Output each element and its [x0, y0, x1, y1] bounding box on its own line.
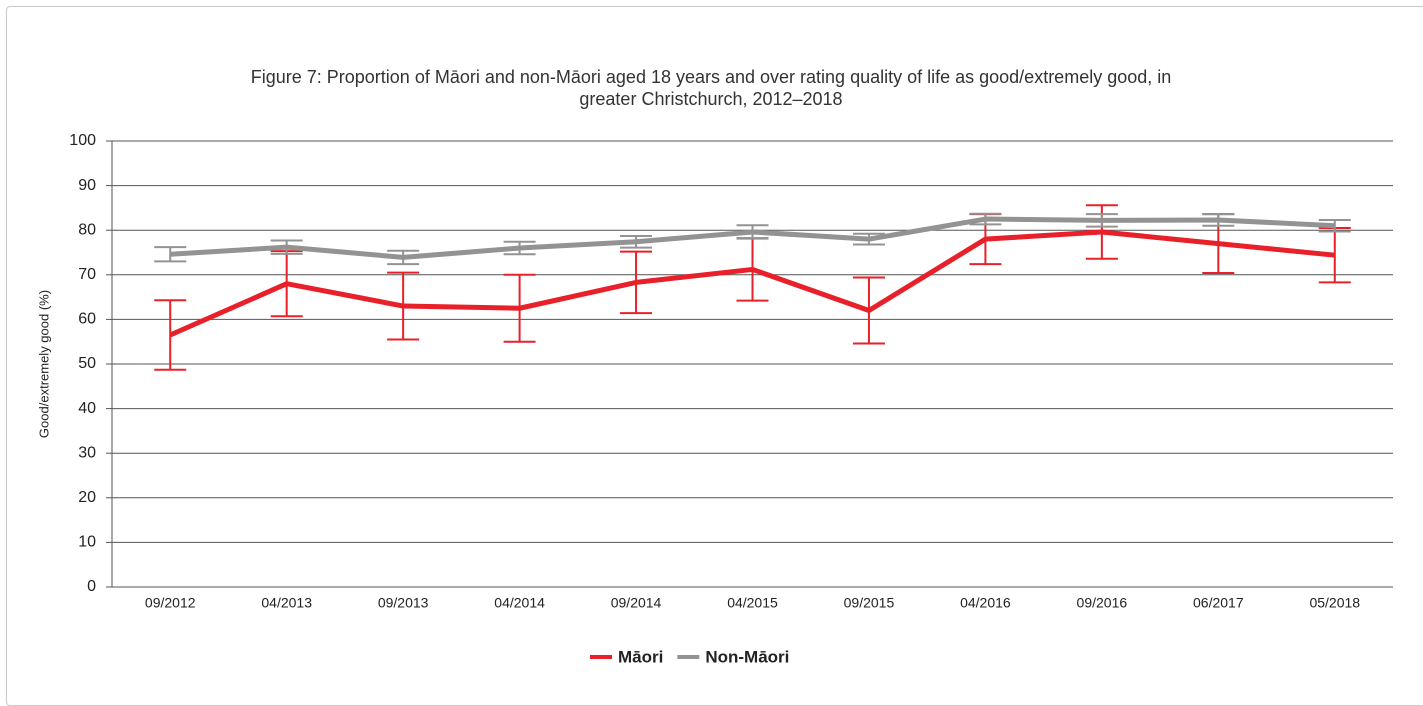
y-tick-label: 80	[78, 221, 96, 238]
y-tick-label: 90	[78, 177, 96, 194]
x-tick-label: 09/2016	[1077, 595, 1128, 611]
x-tick-label: 04/2015	[727, 595, 778, 611]
x-tick-label: 09/2015	[844, 595, 895, 611]
y-tick-label: 100	[69, 132, 96, 149]
page: Figure 7: Proportion of Māori and non-Mā…	[6, 6, 1423, 706]
chart: Good/extremely good (%) 0 10 20 30 40 50 60 70 8…	[36, 132, 1393, 666]
x-tick-label: 09/2013	[378, 595, 429, 611]
y-tick-label: 10	[78, 534, 96, 551]
x-tick-label: 04/2014	[494, 595, 545, 611]
y-tick-label: 70	[78, 266, 96, 283]
y-axis-label: Good/extremely good (%)	[36, 290, 51, 438]
y-tick-label: 20	[78, 489, 96, 506]
legend-label: Māori	[618, 647, 663, 666]
x-tick-label: 06/2017	[1193, 595, 1244, 611]
chart-title: Figure 7: Proportion of Māori and non-Mā…	[250, 67, 1172, 109]
y-tick-label: 0	[87, 578, 96, 595]
x-tick-label: 05/2018	[1309, 595, 1360, 611]
y-tick-label: 40	[78, 400, 96, 417]
x-tick-label: 04/2013	[261, 595, 312, 611]
x-tick-label: 09/2014	[611, 595, 662, 611]
y-tick-label: 30	[78, 444, 96, 461]
y-tick-label: 60	[78, 311, 96, 328]
x-tick-label: 09/2012	[145, 595, 196, 611]
legend-label: Non-Māori	[705, 647, 789, 666]
x-tick-label: 04/2016	[960, 595, 1011, 611]
y-tick-label: 50	[78, 355, 96, 372]
